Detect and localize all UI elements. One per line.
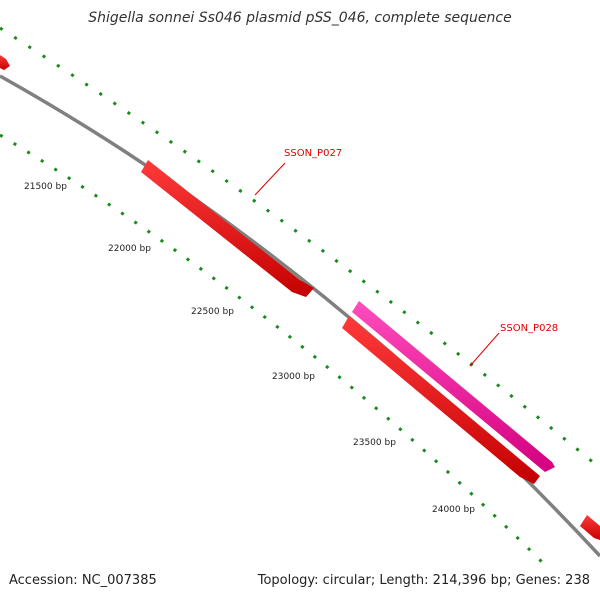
inner-tick-track	[0, 133, 547, 567]
gene-sson-p028[interactable]	[352, 301, 555, 472]
map-title: Shigella sonnei Ss046 plasmid pSS_046, c…	[88, 10, 512, 26]
outer-tick-track	[0, 26, 600, 470]
leader-line-sson-p027	[254, 162, 286, 196]
bp-label-23500: 23500 bp	[353, 438, 396, 448]
bp-label-22500: 22500 bp	[191, 307, 234, 317]
bp-label-24000: 24000 bp	[432, 505, 475, 515]
gene-label-sson-p028: SSON_P028	[500, 323, 558, 334]
bp-label-22000: 22000 bp	[108, 244, 151, 254]
summary-text: Topology: circular; Length: 214,396 bp; …	[257, 573, 590, 588]
bp-label-23000: 23000 bp	[272, 372, 315, 382]
bp-label-21500: 21500 bp	[24, 182, 67, 192]
accession-text: Accession: NC_007385	[9, 573, 157, 588]
gene-partial-top-left[interactable]	[0, 55, 10, 70]
gene-sson-p027[interactable]	[141, 160, 314, 297]
gene-label-sson-p027: SSON_P027	[284, 148, 342, 159]
gene-partial-bottom-right[interactable]	[580, 515, 600, 540]
gene-reverse-strand[interactable]	[342, 316, 540, 484]
leader-line-sson-p028	[469, 332, 500, 367]
